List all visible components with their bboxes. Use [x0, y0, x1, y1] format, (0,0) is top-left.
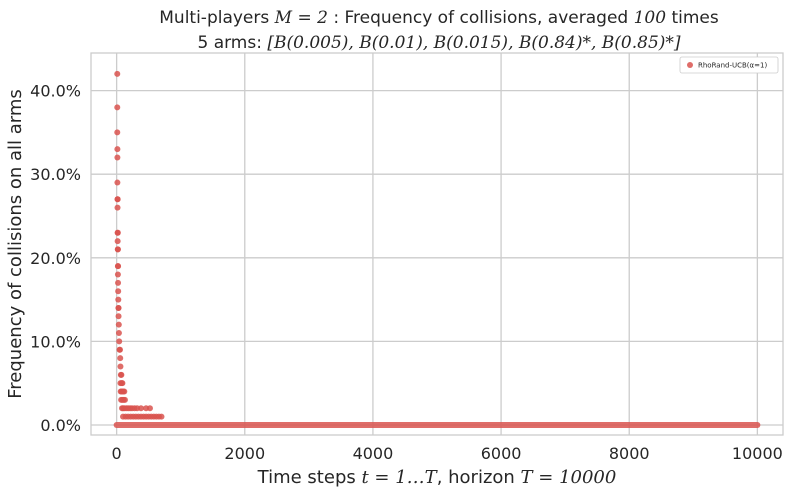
- data-point: [115, 279, 122, 286]
- data-point: [121, 396, 128, 403]
- y-tick-label: 10.0%: [30, 332, 81, 351]
- data-point: [114, 146, 121, 153]
- x-tick-label: 0: [112, 444, 122, 463]
- data-point: [116, 346, 123, 353]
- scatter-series-rhorand-ucb: [113, 70, 761, 428]
- data-point: [114, 179, 121, 186]
- data-point: [117, 363, 124, 370]
- data-point: [115, 313, 122, 320]
- data-point: [121, 388, 128, 395]
- x-tick-label: 8000: [609, 444, 650, 463]
- y-axis-label: Frequency of collisions on all arms: [5, 89, 26, 399]
- chart-title-line-1: Multi-players M = 2 : Frequency of colli…: [159, 8, 719, 28]
- data-point: [114, 204, 121, 211]
- x-axis-label: Time steps t = 1…T, horizon T = 10000: [257, 467, 617, 488]
- data-point: [137, 405, 144, 412]
- data-point: [114, 196, 121, 203]
- data-point: [155, 413, 162, 420]
- data-point: [117, 355, 124, 362]
- x-tick-label: 6000: [481, 444, 522, 463]
- y-tick-label: 30.0%: [30, 165, 81, 184]
- data-point: [116, 338, 123, 345]
- data-point: [114, 154, 121, 161]
- data-point: [115, 304, 122, 311]
- data-point: [115, 321, 122, 328]
- y-tick-label: 20.0%: [30, 249, 81, 268]
- data-point: [119, 380, 126, 387]
- x-tick-label: 10000: [732, 444, 783, 463]
- data-point: [114, 129, 121, 136]
- y-tick-label: 40.0%: [30, 82, 81, 101]
- data-point: [114, 70, 121, 77]
- y-tick-label: 0.0%: [40, 416, 81, 435]
- data-point: [115, 296, 122, 303]
- data-point: [115, 330, 122, 337]
- legend-marker: [687, 62, 693, 68]
- data-point: [118, 371, 125, 378]
- chart-title: Multi-players M = 2 : Frequency of colli…: [159, 8, 719, 53]
- data-point: [115, 288, 122, 295]
- legend-label: RhoRand-UCB(α=1): [698, 62, 767, 70]
- chart-title-line-2: 5 arms: [B(0.005), B(0.01), B(0.015), B(…: [197, 33, 680, 53]
- x-tick-label: 2000: [224, 444, 265, 463]
- x-tick-label: 4000: [353, 444, 394, 463]
- x-axis-ticks: 0 2000 4000 6000 8000 10000: [112, 444, 783, 463]
- data-point: [114, 229, 121, 236]
- data-point: [115, 263, 122, 270]
- data-point: [114, 271, 121, 278]
- data-point: [114, 238, 121, 245]
- data-point: [146, 405, 153, 412]
- data-point: [114, 246, 121, 253]
- data-point: [148, 413, 155, 420]
- plot-area: [90, 52, 784, 436]
- y-axis-ticks: 0.0% 10.0% 20.0% 30.0% 40.0%: [30, 82, 81, 435]
- data-point: [114, 104, 121, 111]
- legend: RhoRand-UCB(α=1): [679, 56, 779, 74]
- legend-box: [679, 56, 779, 74]
